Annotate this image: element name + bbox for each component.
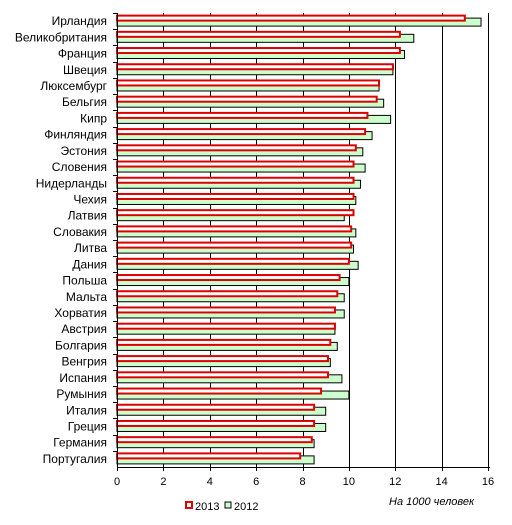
category-label: Мальта xyxy=(66,290,107,304)
category-label: Румыния xyxy=(56,387,107,401)
bar-2013 xyxy=(116,403,316,411)
bar-2013 xyxy=(116,176,355,184)
category-label: Швеция xyxy=(63,63,107,77)
category-label: Португалия xyxy=(43,452,107,466)
category-label: Польша xyxy=(62,274,107,288)
unit-label: На 1000 человек xyxy=(389,496,475,508)
bar-2013 xyxy=(116,30,401,38)
x-tick-label: 6 xyxy=(253,476,259,488)
category-label: Кипр xyxy=(80,111,107,125)
bar-2013 xyxy=(116,322,336,330)
category-label: Германия xyxy=(53,436,107,450)
x-tick-label: 14 xyxy=(436,476,448,488)
category-label: Нидерланды xyxy=(36,176,107,190)
bar-2013 xyxy=(116,306,336,314)
category-label: Греция xyxy=(68,419,107,433)
legend: 2013 2012 xyxy=(185,501,258,513)
category-label: Словения xyxy=(52,160,107,174)
bar-2013 xyxy=(116,436,313,444)
bar-2013 xyxy=(116,338,332,346)
bar-2013 xyxy=(116,290,339,298)
bar-2013 xyxy=(116,47,401,55)
bar-2013 xyxy=(116,241,353,249)
x-tick-label: 8 xyxy=(299,476,305,488)
bar-2013 xyxy=(116,355,330,363)
x-tick-label: 0 xyxy=(114,476,120,488)
category-labels: Ирландия Великобритания Франция Швеция Люксе… xyxy=(15,14,108,466)
bar-2013 xyxy=(116,63,394,71)
category-label: Дания xyxy=(72,257,107,271)
category-label: Латвия xyxy=(68,209,107,223)
bar-2013 xyxy=(116,274,341,282)
category-label: Италия xyxy=(66,403,107,417)
bar-2013 xyxy=(116,160,355,168)
bars-group xyxy=(116,14,482,465)
bar-2013 xyxy=(116,225,353,233)
bar-2013 xyxy=(116,387,323,395)
x-tick-label: 16 xyxy=(482,476,494,488)
bar-2013 xyxy=(116,419,316,427)
category-label: Венгрия xyxy=(61,355,107,369)
category-label: Болгария xyxy=(55,338,107,352)
bar-2013 xyxy=(116,371,330,379)
bar-2013 xyxy=(116,257,350,265)
bar-2013 xyxy=(116,144,357,152)
category-label: Испания xyxy=(59,371,107,385)
category-label: Чехия xyxy=(73,192,107,206)
legend-label-2013: 2013 xyxy=(195,501,219,513)
bar-2013 xyxy=(116,79,381,87)
x-tick-labels: 0 2 4 6 8 10 12 14 16 xyxy=(114,476,494,488)
category-label: Франция xyxy=(58,47,107,61)
category-label: Эстония xyxy=(61,144,108,158)
x-tick-label: 12 xyxy=(389,476,401,488)
category-label: Бельгия xyxy=(62,95,107,109)
category-label: Люксембург xyxy=(40,79,107,93)
legend-label-2012: 2012 xyxy=(234,501,258,513)
bar-2013 xyxy=(116,95,378,103)
axes-group xyxy=(117,13,490,468)
legend-swatch-2013 xyxy=(185,501,193,509)
bar-2013 xyxy=(116,192,355,200)
category-label: Великобритания xyxy=(15,30,107,44)
x-tick-label: 10 xyxy=(343,476,355,488)
x-tick-label: 4 xyxy=(207,476,213,488)
bar-2013 xyxy=(116,111,369,119)
bar-2013 xyxy=(116,128,367,136)
bar-2013 xyxy=(116,452,302,460)
category-label: Австрия xyxy=(61,322,107,336)
bar-2013 xyxy=(116,209,355,217)
category-label: Финляндия xyxy=(44,128,107,142)
category-label: Ирландия xyxy=(52,14,107,28)
legend-swatch-2012 xyxy=(224,501,232,509)
category-label: Хорватия xyxy=(54,306,107,320)
bar-2013 xyxy=(116,14,466,22)
x-tick-label: 2 xyxy=(160,476,166,488)
category-label: Литва xyxy=(74,241,107,255)
category-label: Словакия xyxy=(53,225,107,239)
